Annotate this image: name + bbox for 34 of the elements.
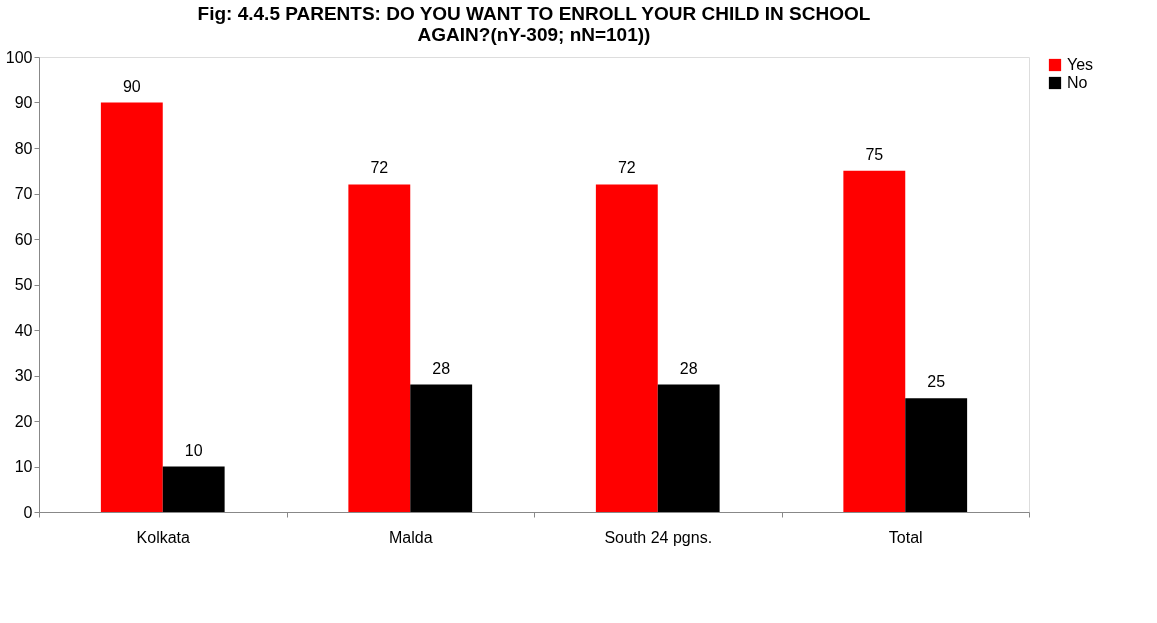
bar xyxy=(905,398,968,512)
bar xyxy=(657,384,720,512)
data-label: 72 xyxy=(617,159,636,177)
y-tick-label: 70 xyxy=(14,185,33,202)
y-tick-label: 50 xyxy=(14,276,33,293)
bar xyxy=(100,102,163,512)
bar xyxy=(410,384,473,512)
bar xyxy=(162,466,225,512)
x-tick-label: Malda xyxy=(388,528,433,546)
y-tick-label: 60 xyxy=(14,230,33,248)
data-label: 72 xyxy=(370,159,389,177)
x-tick-label: South 24 pgns. xyxy=(604,528,713,546)
data-label: 75 xyxy=(865,145,884,163)
data-label: 90 xyxy=(122,77,141,95)
bar xyxy=(843,170,906,512)
y-tick-label: 20 xyxy=(14,412,33,430)
legend-label: Yes xyxy=(1067,56,1094,73)
y-tick-label: 80 xyxy=(14,139,33,157)
chart-title: Fig: 4.4.5 PARENTS: DO YOU WANT TO ENROLL YOUR CHILD IN SCHOOL AGAIN?(nY-309; nN=101)) xyxy=(197,3,871,45)
data-label: 25 xyxy=(927,373,946,391)
data-label: 28 xyxy=(432,359,451,377)
y-tick-label: 30 xyxy=(14,367,33,384)
data-label: 28 xyxy=(679,359,698,377)
bar xyxy=(348,184,411,512)
x-tick-label: Kolkata xyxy=(136,528,191,546)
y-tick-label: 10 xyxy=(14,458,33,475)
x-tick-label: Total xyxy=(888,528,923,546)
y-tick-label: 100 xyxy=(5,48,33,66)
bar xyxy=(595,184,658,512)
y-tick-label: 90 xyxy=(14,94,33,111)
y-tick-label: 0 xyxy=(23,503,33,521)
legend-label: No xyxy=(1067,74,1088,91)
data-label: 10 xyxy=(184,441,203,459)
y-tick-label: 40 xyxy=(14,321,33,339)
